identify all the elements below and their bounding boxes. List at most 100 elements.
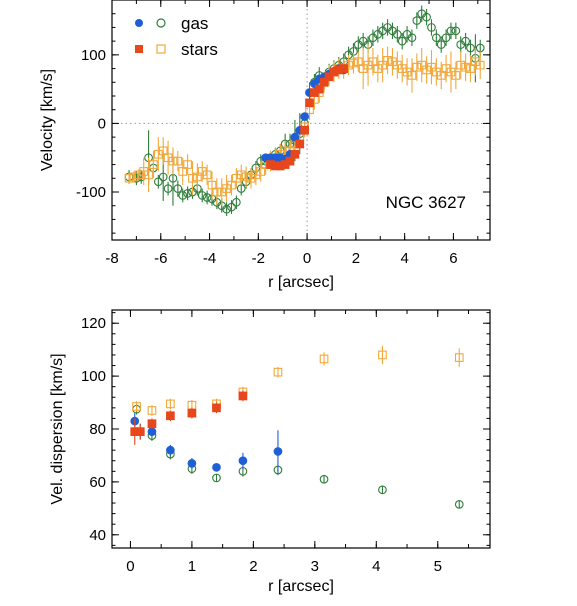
- velocity-y-tick-label: 100: [81, 47, 106, 64]
- dispersion-x-tick-label: 1: [188, 558, 196, 575]
- velocity-stars-open-square-point: [193, 172, 202, 182]
- velocity-stars-open-square-point: [451, 71, 461, 80]
- velocity-stars-open-square-point: [368, 57, 378, 67]
- dispersion-y-tick-label: 40: [89, 527, 106, 544]
- legend-stars-label: stars: [181, 40, 218, 59]
- dispersion-x-tick-label: 4: [372, 558, 380, 575]
- legend-gas-open-marker: [156, 18, 166, 28]
- velocity-gas-open-circle-point: [466, 43, 475, 53]
- dispersion-stars-open-square-point: [132, 402, 141, 411]
- velocity-gas-open-circle-point: [392, 29, 402, 39]
- dispersion-gas-filled-circle-point: [238, 456, 248, 466]
- velocity-gas-open-circle-point: [441, 33, 451, 43]
- velocity-y-tick-label: 0: [98, 115, 106, 132]
- velocity-stars-open-square-point: [178, 167, 188, 176]
- dispersion-x-tick-label: 5: [434, 558, 442, 575]
- velocity-gas-open-circle-point: [202, 193, 212, 202]
- velocity-gas-open-circle-point: [427, 23, 436, 32]
- dispersion-stars-open-square-point: [147, 406, 157, 415]
- velocity-x-tick-label: 2: [352, 250, 360, 267]
- velocity-stars-filled-square-point: [324, 72, 334, 82]
- dispersion-gas-filled-circle-point: [212, 462, 221, 472]
- dispersion-y-axis-label: Vel. dispersion [km/s]: [49, 353, 66, 504]
- dispersion-x-tick-label: 3: [311, 558, 319, 575]
- dispersion-gas-open-circle-point: [319, 474, 329, 484]
- velocity-tick-layer: -8 -6 -4 -2 0 2 4 6 -100 0 100: [76, 0, 490, 267]
- velocity-stars-open-square-point: [349, 58, 358, 68]
- velocity-x-tick-label: 6: [449, 250, 457, 267]
- velocity-stars-open-square-point: [124, 173, 134, 183]
- dispersion-y-tick-label: 80: [89, 421, 106, 438]
- velocity-x-tick-label: 4: [400, 250, 408, 267]
- velocity-gas-open-circle-point: [183, 189, 192, 198]
- dispersion-y-tick-label: 60: [89, 474, 106, 491]
- velocity-stars-open-square-point: [149, 160, 158, 169]
- dispersion-stars-filled-square-point: [238, 391, 248, 401]
- dispersion-plot-frame: [111, 309, 491, 549]
- dispersion-stars-filled-square-point: [147, 419, 157, 429]
- velocity-gas-open-circle-point: [153, 177, 163, 187]
- dispersion-x-tick-label: 2: [249, 558, 257, 575]
- velocity-stars-filled-square-point: [285, 156, 295, 166]
- velocity-gas-open-circle-point: [451, 26, 461, 36]
- velocity-x-tick-label: -6: [154, 250, 167, 267]
- velocity-stars-open-square-point: [456, 60, 466, 70]
- dispersion-gas-open-circle-point: [212, 473, 221, 483]
- velocity-stars-open-square-point: [412, 62, 422, 72]
- velocity-data-layer: [112, 0, 490, 240]
- velocity-stars-open-square-point: [422, 65, 431, 75]
- velocity-stars-filled-square-point: [295, 139, 305, 149]
- velocity-x-tick-label: -2: [252, 250, 265, 267]
- velocity-x-tick-label: -4: [203, 250, 216, 267]
- velocity-gas-open-circle-point: [158, 172, 168, 182]
- velocity-gas-open-circle-point: [232, 197, 241, 207]
- velocity-gas-open-circle-point: [178, 191, 188, 200]
- velocity-stars-open-square-point: [353, 57, 363, 67]
- galaxy-name-annotation: NGC 3627: [386, 193, 466, 212]
- velocity-gas-filled-circle-point: [300, 112, 310, 121]
- velocity-x-tick-label: -8: [105, 250, 118, 267]
- dispersion-gas-open-circle-point: [454, 500, 464, 509]
- velocity-stars-filled-square-point: [319, 77, 329, 87]
- velocity-stars-open-square-point: [212, 187, 222, 197]
- velocity-y-tick-label: -100: [76, 184, 106, 201]
- dispersion-tick-layer: 0 1 2 3 4 5 40 60 80 100 120: [81, 310, 490, 575]
- dispersion-y-tick-label: 100: [81, 368, 106, 385]
- velocity-gas-open-circle-point: [197, 191, 207, 200]
- velocity-gas-open-circle-point: [227, 202, 236, 212]
- velocity-stars-open-square-point: [436, 71, 446, 80]
- velocity-gas-open-circle-point: [222, 204, 231, 214]
- velocity-stars-open-square-point: [256, 167, 266, 176]
- velocity-stars-open-square-point: [227, 180, 236, 190]
- legend-gas-label: gas: [181, 14, 208, 33]
- velocity-stars-open-square-point: [461, 62, 470, 72]
- velocity-stars-open-square-point: [241, 172, 251, 182]
- velocity-stars-open-square-point: [158, 146, 168, 156]
- dispersion-stars-filled-square-point: [135, 427, 145, 436]
- velocity-gas-open-circle-point: [397, 36, 407, 46]
- velocity-stars-open-square-point: [183, 160, 192, 169]
- dispersion-gas-filled-circle-point: [273, 447, 283, 456]
- velocity-stars-open-square-point: [188, 173, 197, 183]
- velocity-plot-frame: [111, 0, 491, 241]
- dispersion-stars-filled-square-point: [212, 403, 221, 413]
- velocity-stars-open-square-point: [129, 172, 139, 182]
- velocity-x-tick-label: 0: [303, 250, 311, 267]
- velocity-stars-open-square-point: [236, 170, 246, 180]
- velocity-stars-filled-square-point: [339, 64, 349, 73]
- velocity-stars-open-square-point: [383, 55, 392, 65]
- velocity-stars-filled-square-point: [305, 98, 314, 108]
- velocity-stars-open-square-point: [144, 170, 153, 180]
- velocity-gas-open-circle-point: [446, 26, 456, 36]
- velocity-stars-open-square-point: [407, 71, 417, 80]
- velocity-gas-open-circle-point: [461, 36, 470, 46]
- dispersion-x-tick-label: 0: [126, 558, 134, 575]
- velocity-stars-open-square-point: [202, 170, 212, 180]
- dispersion-stars-open-square-point: [454, 353, 464, 362]
- velocity-y-axis-label: Velocity [km/s]: [39, 69, 56, 171]
- velocity-stars-open-square-point: [475, 60, 485, 70]
- velocity-stars-open-square-point: [427, 62, 436, 72]
- velocity-stars-open-square-point: [173, 156, 183, 166]
- dispersion-stars-open-square-point: [319, 354, 329, 364]
